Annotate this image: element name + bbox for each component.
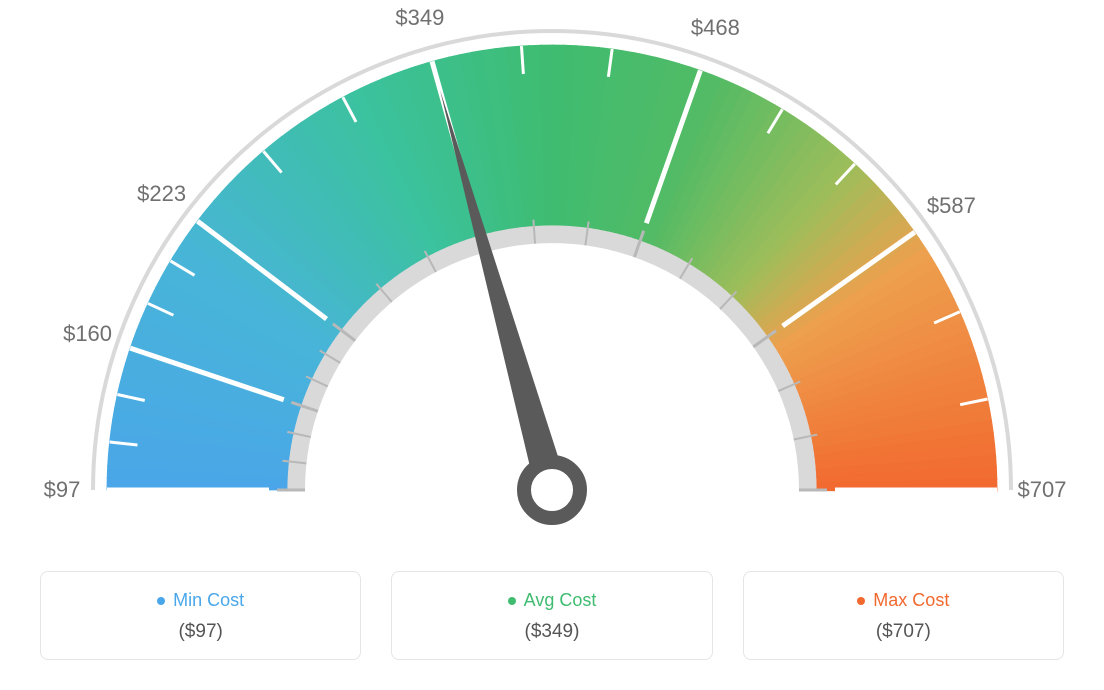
- svg-text:$160: $160: [63, 321, 112, 346]
- legend-title-min: Min Cost: [157, 590, 244, 611]
- svg-text:$707: $707: [1018, 477, 1067, 502]
- legend-title-avg: Avg Cost: [508, 590, 597, 611]
- legend-dot-min: [157, 597, 165, 605]
- legend-title-avg-text: Avg Cost: [524, 590, 597, 611]
- legend-value-avg: ($349): [402, 621, 701, 643]
- legend-title-max: Max Cost: [857, 590, 949, 611]
- legend-value-min: ($97): [51, 621, 350, 643]
- legend-dot-avg: [508, 597, 516, 605]
- svg-text:$587: $587: [927, 193, 976, 218]
- legend-row: Min Cost ($97) Avg Cost ($349) Max Cost …: [40, 571, 1064, 660]
- svg-text:$468: $468: [691, 15, 740, 40]
- legend-title-min-text: Min Cost: [173, 590, 244, 611]
- legend-title-max-text: Max Cost: [873, 590, 949, 611]
- legend-value-max: ($707): [754, 621, 1053, 643]
- legend-card-min: Min Cost ($97): [40, 571, 361, 660]
- cost-gauge-infographic: $97 $160 $223 $349 $468 $587 $707 Min Cost ($9…: [0, 0, 1104, 690]
- legend-card-max: Max Cost ($707): [743, 571, 1064, 660]
- legend-card-avg: Avg Cost ($349): [391, 571, 712, 660]
- legend-dot-max: [857, 597, 865, 605]
- svg-text:$223: $223: [137, 181, 186, 206]
- svg-text:$97: $97: [44, 477, 81, 502]
- svg-text:$349: $349: [395, 5, 444, 30]
- gauge-chart: $97 $160 $223 $349 $468 $587 $707: [0, 0, 1104, 560]
